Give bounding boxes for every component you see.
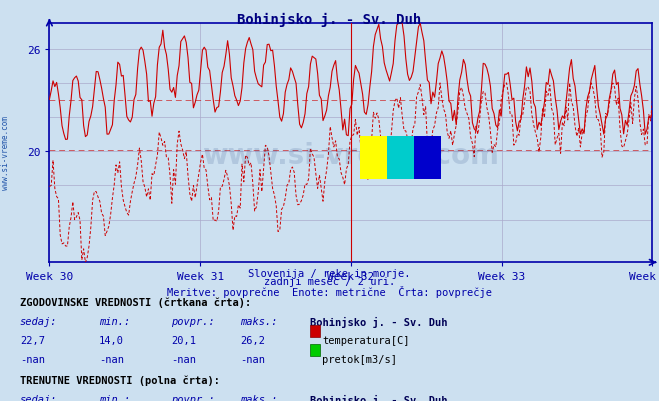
Text: povpr.:: povpr.: (171, 394, 215, 401)
Text: -nan: -nan (20, 354, 45, 365)
Text: Meritve: povprečne  Enote: metrične  Črta: povprečje: Meritve: povprečne Enote: metrične Črta:… (167, 286, 492, 298)
Text: maks.:: maks.: (241, 316, 278, 326)
Bar (415, 136, 442, 179)
Text: Bohinjsko j. - Sv. Duh: Bohinjsko j. - Sv. Duh (237, 13, 422, 27)
Text: ZGODOVINSKE VREDNOSTI (črtkana črta):: ZGODOVINSKE VREDNOSTI (črtkana črta): (20, 297, 251, 307)
Text: min.:: min.: (99, 316, 130, 326)
Text: min.:: min.: (99, 394, 130, 401)
Text: -nan: -nan (99, 354, 124, 365)
Text: povpr.:: povpr.: (171, 316, 215, 326)
Text: zadnji mesec / 2 uri.: zadnji mesec / 2 uri. (264, 277, 395, 287)
Bar (360, 136, 387, 179)
Text: 20,1: 20,1 (171, 335, 196, 345)
Text: 22,7: 22,7 (20, 335, 45, 345)
Text: 14,0: 14,0 (99, 335, 124, 345)
Text: Bohinjsko j. - Sv. Duh: Bohinjsko j. - Sv. Duh (310, 394, 447, 401)
Text: Slovenija / reke in morje.: Slovenija / reke in morje. (248, 268, 411, 278)
Text: -nan: -nan (241, 354, 266, 365)
Text: temperatura[C]: temperatura[C] (322, 335, 410, 345)
Text: sedaj:: sedaj: (20, 394, 57, 401)
Text: -nan: -nan (171, 354, 196, 365)
Text: maks.:: maks.: (241, 394, 278, 401)
Text: Bohinjsko j. - Sv. Duh: Bohinjsko j. - Sv. Duh (310, 316, 447, 327)
Bar (387, 136, 415, 179)
Text: www.si-vreme.com: www.si-vreme.com (202, 141, 500, 169)
Text: sedaj:: sedaj: (20, 316, 57, 326)
Text: www.si-vreme.com: www.si-vreme.com (1, 115, 10, 189)
Text: pretok[m3/s]: pretok[m3/s] (322, 354, 397, 365)
Text: 26,2: 26,2 (241, 335, 266, 345)
Text: TRENUTNE VREDNOSTI (polna črta):: TRENUTNE VREDNOSTI (polna črta): (20, 375, 219, 385)
